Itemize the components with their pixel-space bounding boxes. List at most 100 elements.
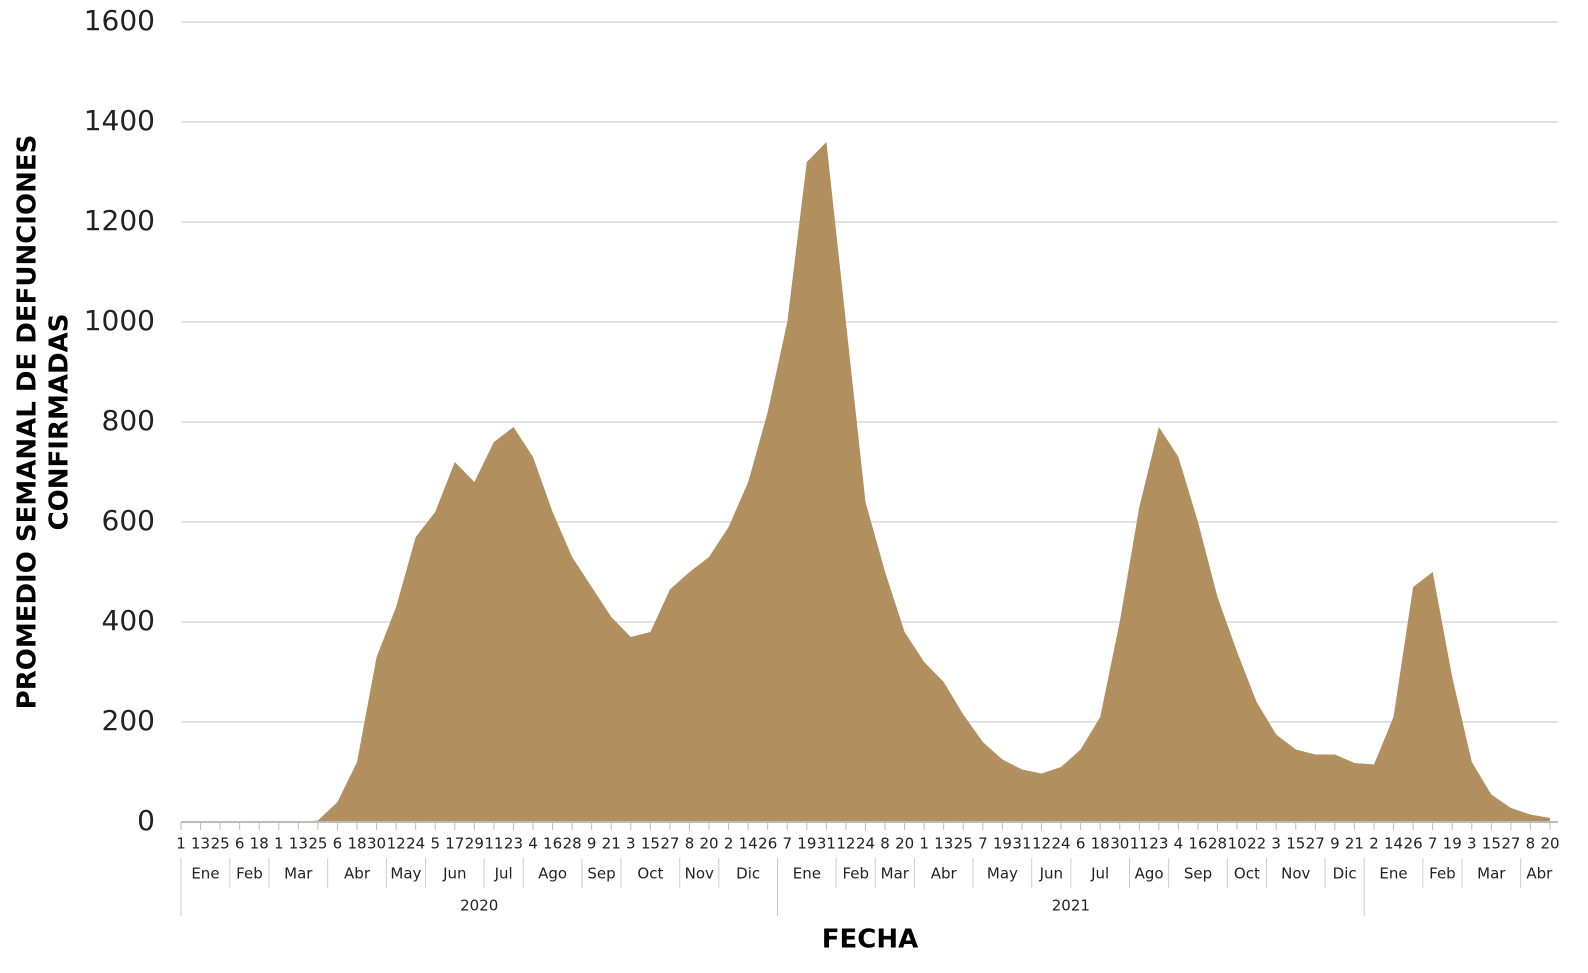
month-label: Dic bbox=[1333, 865, 1357, 883]
month-label: Ago bbox=[1135, 865, 1164, 883]
month-label: Nov bbox=[685, 865, 714, 883]
x-tick-label: 31 bbox=[1012, 835, 1031, 853]
y-tick-label: 600 bbox=[102, 504, 155, 537]
x-tick-label: 12 bbox=[387, 835, 406, 853]
x-tick-label: 27 bbox=[1306, 835, 1325, 853]
x-tick-label: 21 bbox=[1345, 835, 1364, 853]
month-label: May bbox=[390, 865, 421, 883]
x-tick-label: 4 bbox=[528, 835, 538, 853]
month-label: Oct bbox=[1234, 865, 1260, 883]
month-label: Sep bbox=[1184, 865, 1212, 883]
month-label: Jul bbox=[1090, 865, 1109, 883]
x-tick-label: 18 bbox=[1091, 835, 1110, 853]
y-axis-title: CONFIRMADAS bbox=[45, 314, 75, 531]
x-tick-label: 15 bbox=[641, 835, 660, 853]
x-tick-label: 26 bbox=[1404, 835, 1423, 853]
x-tick-label: 10 bbox=[1228, 835, 1247, 853]
x-tick-label: 14 bbox=[1384, 835, 1403, 853]
x-tick-label: 15 bbox=[1482, 835, 1501, 853]
month-label: Mar bbox=[284, 865, 313, 883]
x-tick-label: 19 bbox=[1443, 835, 1462, 853]
x-tick-label: 8 bbox=[1526, 835, 1536, 853]
y-tick-label: 1400 bbox=[84, 104, 155, 137]
x-tick-label: 18 bbox=[250, 835, 269, 853]
y-axis-title: PROMEDIO SEMANAL DE DEFUNCIONES bbox=[13, 135, 43, 710]
x-tick-label: 8 bbox=[880, 835, 890, 853]
month-label: Oct bbox=[637, 865, 663, 883]
x-tick-label: 30 bbox=[367, 835, 386, 853]
x-tick-label: 13 bbox=[934, 835, 953, 853]
x-tick-label: 14 bbox=[739, 835, 758, 853]
y-tick-label: 200 bbox=[102, 704, 155, 737]
x-tick-label: 1 bbox=[176, 835, 186, 853]
month-label: Ene bbox=[793, 865, 821, 883]
x-tick-label: 28 bbox=[563, 835, 582, 853]
x-tick-label: 28 bbox=[1208, 835, 1227, 853]
month-label: Nov bbox=[1281, 865, 1310, 883]
month-label: Mar bbox=[1477, 865, 1506, 883]
x-tick-label: 3 bbox=[1467, 835, 1477, 853]
x-tick-label: 25 bbox=[954, 835, 973, 853]
x-tick-label: 13 bbox=[289, 835, 308, 853]
x-tick-label: 11 bbox=[1130, 835, 1149, 853]
y-tick-label: 1200 bbox=[84, 204, 155, 237]
x-tick-label: 1 bbox=[919, 835, 929, 853]
month-label: Mar bbox=[881, 865, 910, 883]
x-tick-label: 24 bbox=[406, 835, 425, 853]
page: FECHA PROMEDIO SEMANAL DE DEFUNCIONES CO… bbox=[0, 0, 1588, 973]
x-tick-label: 9 bbox=[587, 835, 597, 853]
month-label: Sep bbox=[587, 865, 615, 883]
x-tick-label: 1 bbox=[274, 835, 284, 853]
x-tick-label: 19 bbox=[797, 835, 816, 853]
month-label: Dic bbox=[736, 865, 760, 883]
x-tick-label: 24 bbox=[856, 835, 875, 853]
x-tick-label: 19 bbox=[993, 835, 1012, 853]
x-tick-label: 25 bbox=[211, 835, 230, 853]
chart: FECHA PROMEDIO SEMANAL DE DEFUNCIONES CO… bbox=[0, 0, 1588, 973]
month-label: Jul bbox=[494, 865, 513, 883]
x-tick-label: 20 bbox=[1540, 835, 1559, 853]
y-tick-label: 1600 bbox=[84, 4, 155, 37]
month-label: Abr bbox=[1526, 865, 1553, 883]
x-tick-label: 30 bbox=[1110, 835, 1129, 853]
y-tick-label: 800 bbox=[102, 404, 155, 437]
x-tick-label: 20 bbox=[699, 835, 718, 853]
month-label: Ene bbox=[191, 865, 219, 883]
x-tick-label: 6 bbox=[235, 835, 245, 853]
x-tick-label: 2 bbox=[1369, 835, 1379, 853]
month-label: Feb bbox=[236, 865, 263, 883]
month-label: May bbox=[987, 865, 1018, 883]
x-tick-label: 20 bbox=[895, 835, 914, 853]
x-tick-label: 12 bbox=[836, 835, 855, 853]
x-tick-label: 7 bbox=[1428, 835, 1438, 853]
x-tick-label: 24 bbox=[1052, 835, 1071, 853]
month-label: Ago bbox=[538, 865, 567, 883]
x-tick-label: 23 bbox=[504, 835, 523, 853]
x-tick-label: 25 bbox=[308, 835, 327, 853]
x-tick-label: 8 bbox=[685, 835, 695, 853]
x-tick-label: 5 bbox=[430, 835, 440, 853]
x-tick-label: 29 bbox=[465, 835, 484, 853]
x-tick-label: 22 bbox=[1247, 835, 1266, 853]
x-tick-label: 7 bbox=[978, 835, 988, 853]
year-label: 2021 bbox=[1052, 897, 1090, 915]
x-tick-label: 11 bbox=[484, 835, 503, 853]
x-tick-label: 3 bbox=[626, 835, 636, 853]
x-tick-label: 9 bbox=[1330, 835, 1340, 853]
month-label: Feb bbox=[842, 865, 869, 883]
x-tick-label: 15 bbox=[1286, 835, 1305, 853]
month-label: Jun bbox=[442, 865, 466, 883]
year-label: 2020 bbox=[460, 897, 498, 915]
area bbox=[181, 142, 1550, 822]
y-tick-label: 0 bbox=[137, 804, 155, 837]
y-tick-label: 400 bbox=[102, 604, 155, 637]
x-axis-title: FECHA bbox=[822, 925, 918, 955]
x-tick-label: 13 bbox=[191, 835, 210, 853]
x-tick-label: 31 bbox=[817, 835, 836, 853]
x-tick-label: 27 bbox=[1501, 835, 1520, 853]
month-label: Feb bbox=[1429, 865, 1456, 883]
x-tick-label: 3 bbox=[1271, 835, 1281, 853]
month-label: Abr bbox=[931, 865, 958, 883]
x-tick-label: 16 bbox=[1188, 835, 1207, 853]
x-tick-label: 27 bbox=[660, 835, 679, 853]
